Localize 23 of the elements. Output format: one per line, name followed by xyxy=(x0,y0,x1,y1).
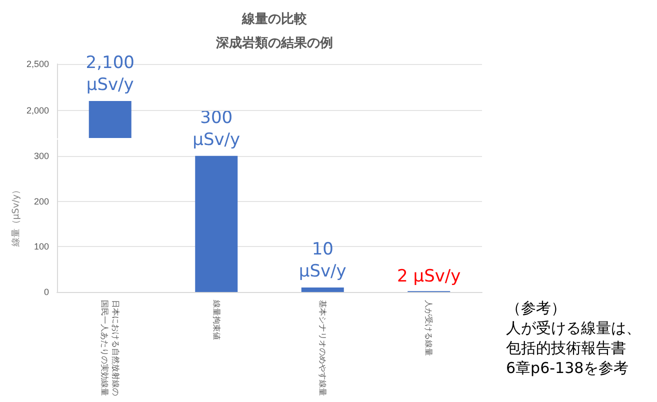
x-tick-label: 線量拘束値 xyxy=(210,300,222,342)
bar xyxy=(301,287,344,292)
y-tick-label: 0 xyxy=(44,287,49,297)
text: （参考） xyxy=(506,298,566,318)
x-tick-label: 人が受ける線量 xyxy=(423,300,434,358)
x-tick-label: 日本における自然放射線の国民一人あたりの実効線量 xyxy=(99,300,122,397)
y-tick-label: 100 xyxy=(34,242,49,252)
y-tick-label: 2,500 xyxy=(26,59,49,69)
annotation: 2 μSv/y xyxy=(397,266,461,287)
chart-title: 線量の比較 xyxy=(241,12,308,27)
text: 6章p6-138を参考 xyxy=(506,358,629,378)
data-label: 10 μSv/y xyxy=(298,239,346,282)
x-tick-label: 基本シナリオのめやす線量 xyxy=(317,300,328,397)
text: 包括的技術報告書 xyxy=(506,338,626,358)
y-tick-label: 2,000 xyxy=(26,105,49,116)
data-label: 2,100 μSv/y xyxy=(86,53,134,95)
chart-subtitle: 深成岩類の結果の例 xyxy=(215,36,333,51)
y-tick-label: 300 xyxy=(34,150,49,161)
y-axis-title: 線量（μSv/y） xyxy=(10,185,22,248)
data-label: 300 μSv/y xyxy=(192,108,240,150)
text: 人が受ける線量は、 xyxy=(506,318,641,338)
y-tick-label: 200 xyxy=(34,196,49,206)
bar xyxy=(195,156,238,292)
